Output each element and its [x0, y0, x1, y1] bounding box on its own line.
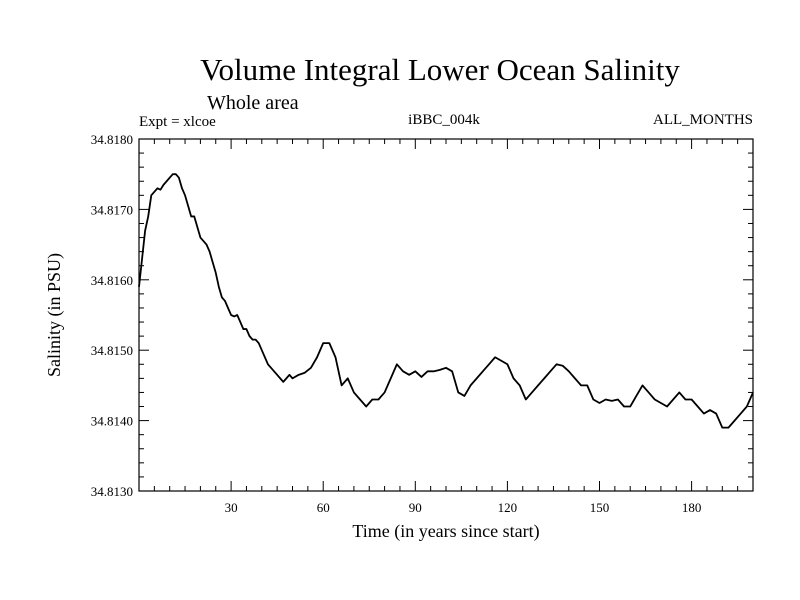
x-tick-label: 90 — [409, 500, 422, 515]
y-axis-label: Salinity (in PSU) — [44, 253, 65, 377]
chart-title: Volume Integral Lower Ocean Salinity — [200, 52, 680, 87]
tick-labels: 30 60 90 120 150 180 34.8130 34.8140 34.8150 34.8… — [91, 132, 702, 515]
x-axis-label: Time (in years since start) — [352, 521, 539, 542]
x-tick-label: 60 — [317, 500, 330, 515]
y-tick-label: 34.8140 — [91, 414, 133, 429]
y-tick-label: 34.8170 — [91, 202, 133, 217]
experiment-label: Expt = xlcoe — [139, 114, 216, 130]
y-tick-label: 34.8180 — [91, 132, 133, 147]
x-tick-label: 30 — [225, 500, 238, 515]
salinity-line — [138, 173, 754, 429]
y-tick-label: 34.8130 — [91, 484, 133, 499]
chart-subtitle: Whole area — [207, 92, 299, 114]
x-tick-label: 180 — [682, 500, 702, 515]
y-tick-label: 34.8150 — [91, 343, 133, 358]
tick-marks — [139, 138, 753, 492]
months-label: ALL_MONTHS — [653, 112, 753, 128]
y-tick-label: 34.8160 — [91, 273, 133, 288]
run-id-label: iBBC_004k — [408, 112, 480, 128]
x-tick-label: 120 — [498, 500, 518, 515]
x-tick-label: 150 — [590, 500, 610, 515]
